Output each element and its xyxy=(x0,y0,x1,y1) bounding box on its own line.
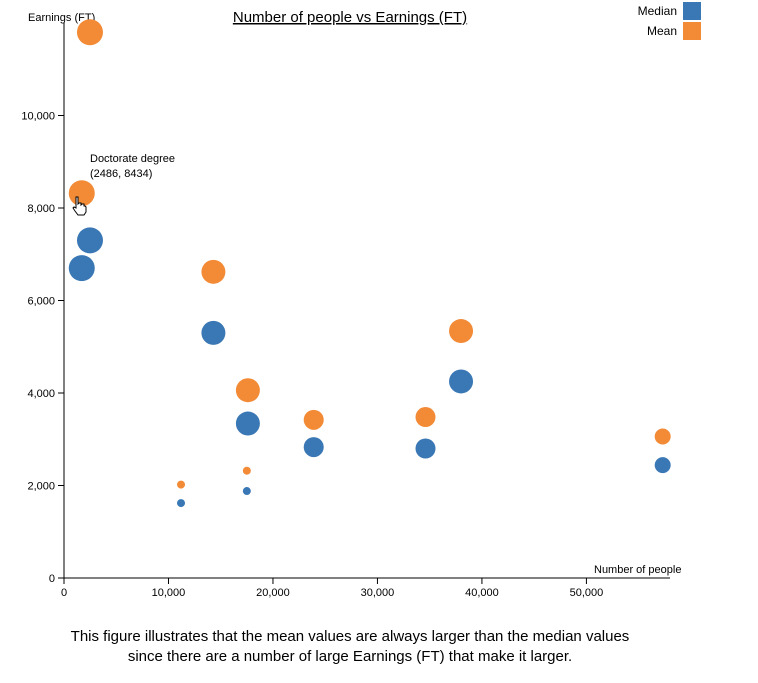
point-mean[interactable] xyxy=(177,480,186,489)
point-mean[interactable] xyxy=(242,466,251,475)
point-median[interactable] xyxy=(415,438,436,459)
legend-swatch-median xyxy=(683,2,701,20)
tooltip: Doctorate degree (2486, 8434) xyxy=(90,153,175,180)
point-median[interactable] xyxy=(654,457,671,474)
legend: Median Mean xyxy=(638,2,701,40)
point-mean[interactable] xyxy=(415,407,436,428)
caption-line-1: This figure illustrates that the mean va… xyxy=(70,628,630,645)
point-median[interactable] xyxy=(68,255,95,282)
y-tick-label: 10,000 xyxy=(21,111,55,123)
point-mean[interactable] xyxy=(201,259,226,284)
scatter-chart: Number of people vs Earnings (FT) 0 10,00… xyxy=(21,2,701,599)
point-median[interactable] xyxy=(201,320,226,345)
y-axis-label: Earnings (FT) xyxy=(28,12,95,24)
caption-line-2: since there are a number of large Earnin… xyxy=(127,648,573,665)
point-median[interactable] xyxy=(235,411,260,436)
hand-cursor-icon xyxy=(72,196,87,216)
point-median[interactable] xyxy=(242,487,251,496)
point-median[interactable] xyxy=(76,227,103,254)
point-median[interactable] xyxy=(303,437,324,458)
tooltip-coords: (2486, 8434) xyxy=(90,168,152,180)
point-median[interactable] xyxy=(177,499,186,508)
axes xyxy=(63,23,670,579)
point-mean[interactable] xyxy=(303,409,324,430)
legend-label-median: Median xyxy=(638,4,677,18)
x-axis-ticks: 0 10,000 20,000 30,000 40,000 50,000 xyxy=(61,578,603,599)
x-tick-label: 40,000 xyxy=(465,587,499,599)
point-mean[interactable] xyxy=(654,428,671,445)
y-tick-label: 4,000 xyxy=(27,388,55,400)
y-tick-label: 2,000 xyxy=(27,481,55,493)
y-tick-label: 8,000 xyxy=(27,203,55,215)
figure-caption: This figure illustrates that the mean va… xyxy=(0,627,700,667)
x-tick-label: 20,000 xyxy=(256,587,290,599)
point-mean[interactable] xyxy=(76,19,103,46)
point-mean[interactable] xyxy=(235,378,260,403)
y-axis-ticks: 0 2,000 4,000 6,000 8,000 10,000 xyxy=(21,111,64,585)
point-mean[interactable] xyxy=(449,319,474,344)
point-median[interactable] xyxy=(449,369,474,394)
point-mean[interactable] xyxy=(68,180,95,207)
legend-swatch-mean xyxy=(683,22,701,40)
legend-label-mean: Mean xyxy=(647,24,677,38)
x-tick-label: 30,000 xyxy=(361,587,395,599)
x-tick-label: 0 xyxy=(61,587,67,599)
x-axis-label: Number of people xyxy=(594,564,681,576)
x-tick-label: 50,000 xyxy=(570,587,604,599)
x-tick-label: 10,000 xyxy=(152,587,186,599)
y-tick-label: 0 xyxy=(49,573,55,585)
data-points xyxy=(68,19,671,508)
y-tick-label: 6,000 xyxy=(27,296,55,308)
chart-title: Number of people vs Earnings (FT) xyxy=(233,9,467,26)
tooltip-label: Doctorate degree xyxy=(90,153,175,165)
